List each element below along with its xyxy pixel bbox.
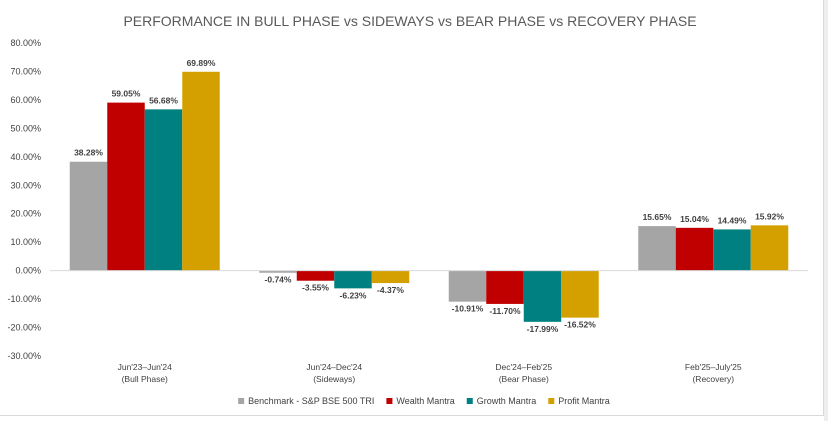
data-label: -6.23% [340,290,367,300]
category-sublabel: (Bull Phase) [122,374,168,384]
data-label: 69.89% [187,58,216,68]
category-sublabel: (Recovery) [692,374,734,384]
y-tick-label: 80.00% [10,38,41,48]
bar [523,270,562,322]
y-tick-label: -30.00% [7,351,41,361]
y-tick-label: 10.00% [10,237,41,247]
y-tick-label: 70.00% [10,66,41,76]
y-tick-label: 60.00% [10,95,41,105]
legend: Benchmark - S&P BSE 500 TRI Wealth Mantra… [238,396,610,406]
bar [334,270,372,289]
y-tick-label: 40.00% [10,152,41,162]
y-tick-label: 50.00% [10,123,41,133]
legend-swatch [386,398,393,404]
bar [448,270,487,302]
legend-swatch [548,398,555,404]
data-label: 56.68% [149,95,178,105]
category-sublabel: (Sideways) [313,374,355,384]
bar [713,229,751,271]
bar [638,226,676,271]
category-label: Dec'24–Feb'25 [495,362,552,372]
legend-swatch [238,398,245,404]
bar [69,161,108,271]
y-axis: -30.00% -20.00% -10.00% 0.00% 10.00% 20.00% 30… [7,38,41,361]
legend-swatch [466,398,473,404]
bar [561,270,599,318]
y-tick-label: 20.00% [10,209,41,219]
data-label: -10.91% [452,304,484,314]
bar [182,71,220,271]
x-axis: Jun'23–Jun'24 (Bull Phase) Jun'24–Dec'24 (S… [50,270,808,384]
data-label: -17.99% [527,324,559,334]
y-tick-label: -20.00% [7,323,41,333]
bar [371,270,410,284]
bars [69,71,789,322]
data-label: -16.52% [564,320,596,330]
bar [486,270,524,304]
bar [296,270,335,281]
legend-label: Wealth Mantra [396,396,454,406]
category-label: Jun'23–Jun'24 [118,362,173,372]
data-label: 59.05% [112,89,141,99]
legend-label: Profit Mantra [558,396,610,406]
y-tick-label: 30.00% [10,180,41,190]
bar [107,102,145,271]
category-label: Jun'24–Dec'24 [306,362,362,372]
chart-title: PERFORMANCE IN BULL PHASE vs SIDEWAYS vs… [123,13,696,29]
data-label: 14.49% [718,215,747,225]
data-labels: 38.28% -0.74% -10.91% 15.65% 59.05% -3.55% -11… [74,58,784,334]
category-label: Feb'25–July'25 [685,362,742,372]
y-tick-label: 0.00% [15,266,41,276]
bar [144,109,183,271]
y-tick-label: -10.00% [7,294,41,304]
bar [259,270,297,273]
window-edge [824,0,828,421]
data-label: -0.74% [265,275,292,285]
bar [750,225,789,271]
data-label: 15.04% [680,214,709,224]
data-label: 15.92% [755,211,784,221]
data-label: -11.70% [489,306,521,316]
bar [675,227,714,271]
data-label: 38.28% [74,148,103,158]
legend-label: Growth Mantra [477,396,537,406]
data-label: -3.55% [302,283,329,293]
legend-label: Benchmark - S&P BSE 500 TRI [248,396,374,406]
data-label: 15.65% [643,212,672,222]
data-label: -4.37% [377,285,404,295]
category-sublabel: (Bear Phase) [499,374,549,384]
